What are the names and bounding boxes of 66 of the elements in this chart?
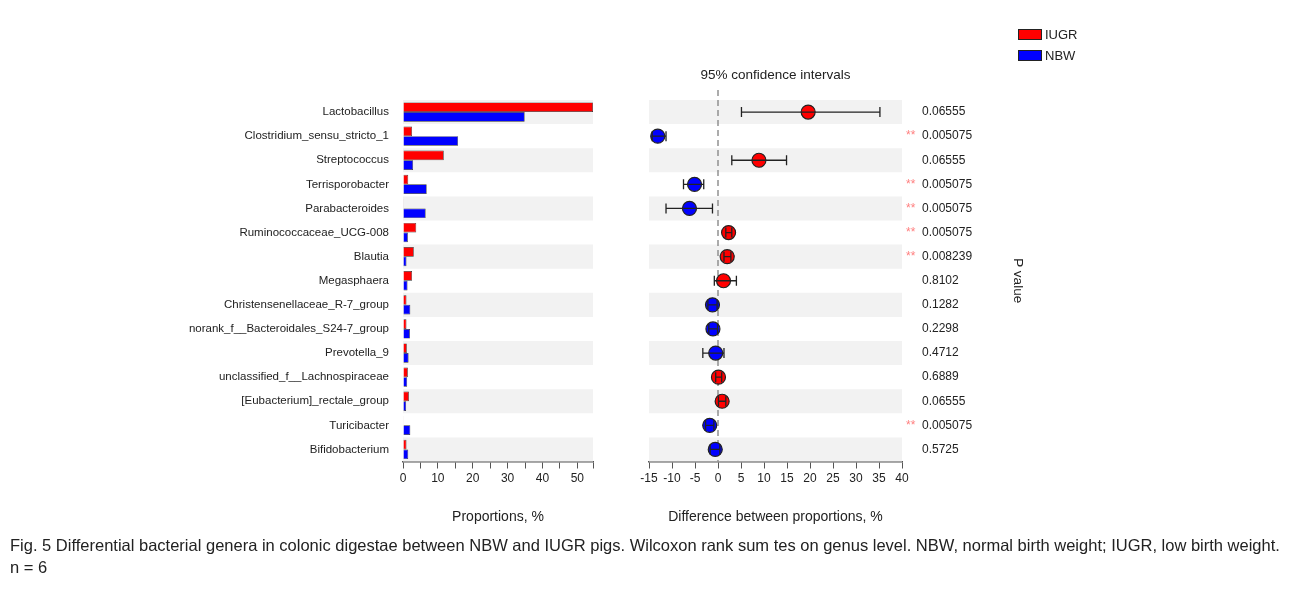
y-tick-label: norank_f__Bacteroidales_S24-7_group (188, 322, 389, 335)
legend-label: IUGR (1045, 27, 1078, 42)
y2-tick-label: 0.4712 (922, 345, 960, 360)
y2-tick-label: 0.005075 (922, 200, 973, 215)
x-tick-label: 20 (803, 471, 817, 486)
x-tick-label: 35 (872, 471, 886, 486)
y2-tick-label: 0.8102 (922, 273, 960, 288)
y2-tick-label: 0.008239 (922, 248, 973, 263)
y2-tick-label: 0.005075 (922, 128, 973, 143)
y-tick-label: Parabacteroides (305, 201, 390, 214)
y-tick-label: Prevotella_9 (325, 346, 389, 359)
point (751, 152, 767, 168)
text: ** (906, 248, 916, 263)
y-tick-label: unclassified_f__Lachnospiraceae (218, 370, 389, 383)
text: ** (906, 200, 916, 215)
y-tick-label: Turicibacter (329, 418, 390, 431)
x-tick-label: 25 (826, 471, 840, 486)
text: ** (906, 128, 916, 143)
x-tick-label: -5 (689, 471, 701, 486)
y-tick-label: Megasphaera (318, 273, 390, 286)
x-tick-label: 30 (849, 471, 863, 486)
y2-tick-label: 0.1282 (922, 297, 960, 312)
y-tick-label: Bifidobacterium (309, 442, 389, 455)
y2-tick-label: 0.06555 (922, 152, 966, 167)
y-tick-label: Terrisporobacter (305, 177, 390, 190)
x-tick-label: 40 (895, 471, 909, 486)
y-tick-label: [Eubacterium]_rectale_group (241, 394, 389, 407)
y2-axis-title: P value (1011, 258, 1027, 304)
x-tick-label: 10 (431, 471, 445, 486)
x-tick-label: 5 (737, 471, 745, 486)
y2-tick-label: 0.005075 (922, 224, 973, 239)
x-axis-title: Difference between proportions, % (668, 508, 883, 525)
text: ** (906, 176, 916, 191)
x-axis-title: Proportions, % (452, 508, 544, 525)
chart-title: 95% confidence intervals (700, 66, 851, 82)
y2-tick-label: 0.06555 (922, 104, 966, 119)
x-tick-label: 20 (466, 471, 480, 486)
y2-tick-label: 0.5725 (922, 441, 960, 456)
y-tick-label: Streptococcus (316, 153, 390, 166)
x-tick-label: 0 (714, 471, 722, 486)
x-tick-label: 30 (500, 471, 515, 486)
y-tick-label: Ruminococcaceae_UCG-008 (239, 225, 389, 238)
legend-label: NBW (1045, 48, 1076, 63)
y2-tick-label: 0.2298 (922, 321, 960, 336)
point (719, 249, 735, 265)
point (681, 200, 698, 217)
y-tick-label: Blautia (353, 249, 390, 262)
x-tick-label: -15 (640, 471, 658, 486)
x-tick-label: 15 (780, 471, 794, 486)
y-tick-label: Christensenellaceae_R-7_group (224, 298, 389, 311)
point (715, 273, 732, 289)
x-tick-label: 0 (399, 471, 407, 486)
x-tick-label: 40 (535, 471, 550, 486)
x-tick-label: -10 (663, 471, 681, 486)
y2-tick-label: 0.6889 (922, 369, 960, 384)
x-tick-label: 10 (757, 471, 771, 486)
text: ** (906, 417, 916, 432)
y2-tick-label: 0.005075 (922, 417, 973, 432)
x-tick-label: 50 (570, 471, 585, 486)
caption: Fig. 5 Differential bacterial genera in colonic digestae between NBW and IUGR pigs. Wilcoxon rank sum tes on genus level. NBW, normal birth weight; IUGR, low birth weight. n = 6 (10, 535, 1280, 578)
y2-tick-label: 0.06555 (922, 393, 966, 408)
y-tick-label: Clostridium_sensu_stricto_1 (244, 129, 389, 142)
y2-tick-label: 0.005075 (922, 176, 973, 191)
text: ** (906, 224, 916, 239)
point (686, 176, 703, 192)
y-tick-label: Lactobacillus (322, 105, 390, 118)
